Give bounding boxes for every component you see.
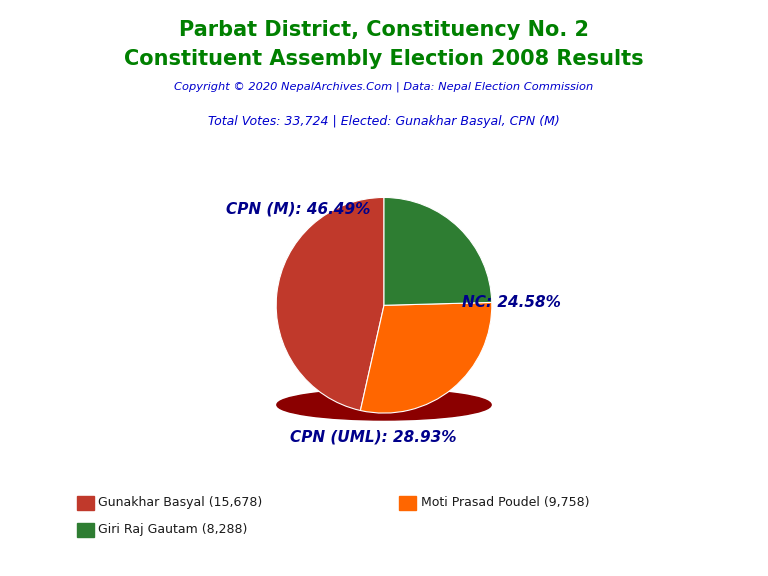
Text: Moti Prasad Poudel (9,758): Moti Prasad Poudel (9,758): [421, 497, 589, 509]
Text: NC: 24.58%: NC: 24.58%: [462, 295, 561, 310]
Text: Total Votes: 33,724 | Elected: Gunakhar Basyal, CPN (M): Total Votes: 33,724 | Elected: Gunakhar …: [208, 115, 560, 128]
Wedge shape: [384, 198, 492, 305]
Ellipse shape: [277, 389, 492, 420]
Wedge shape: [276, 198, 384, 411]
Text: Copyright © 2020 NepalArchives.Com | Data: Nepal Election Commission: Copyright © 2020 NepalArchives.Com | Dat…: [174, 82, 594, 92]
Wedge shape: [360, 302, 492, 413]
Text: Constituent Assembly Election 2008 Results: Constituent Assembly Election 2008 Resul…: [124, 49, 644, 69]
Text: Giri Raj Gautam (8,288): Giri Raj Gautam (8,288): [98, 524, 247, 536]
Text: Gunakhar Basyal (15,678): Gunakhar Basyal (15,678): [98, 497, 263, 509]
Text: CPN (M): 46.49%: CPN (M): 46.49%: [226, 201, 370, 216]
Text: CPN (UML): 28.93%: CPN (UML): 28.93%: [290, 429, 456, 444]
Text: Parbat District, Constituency No. 2: Parbat District, Constituency No. 2: [179, 20, 589, 40]
